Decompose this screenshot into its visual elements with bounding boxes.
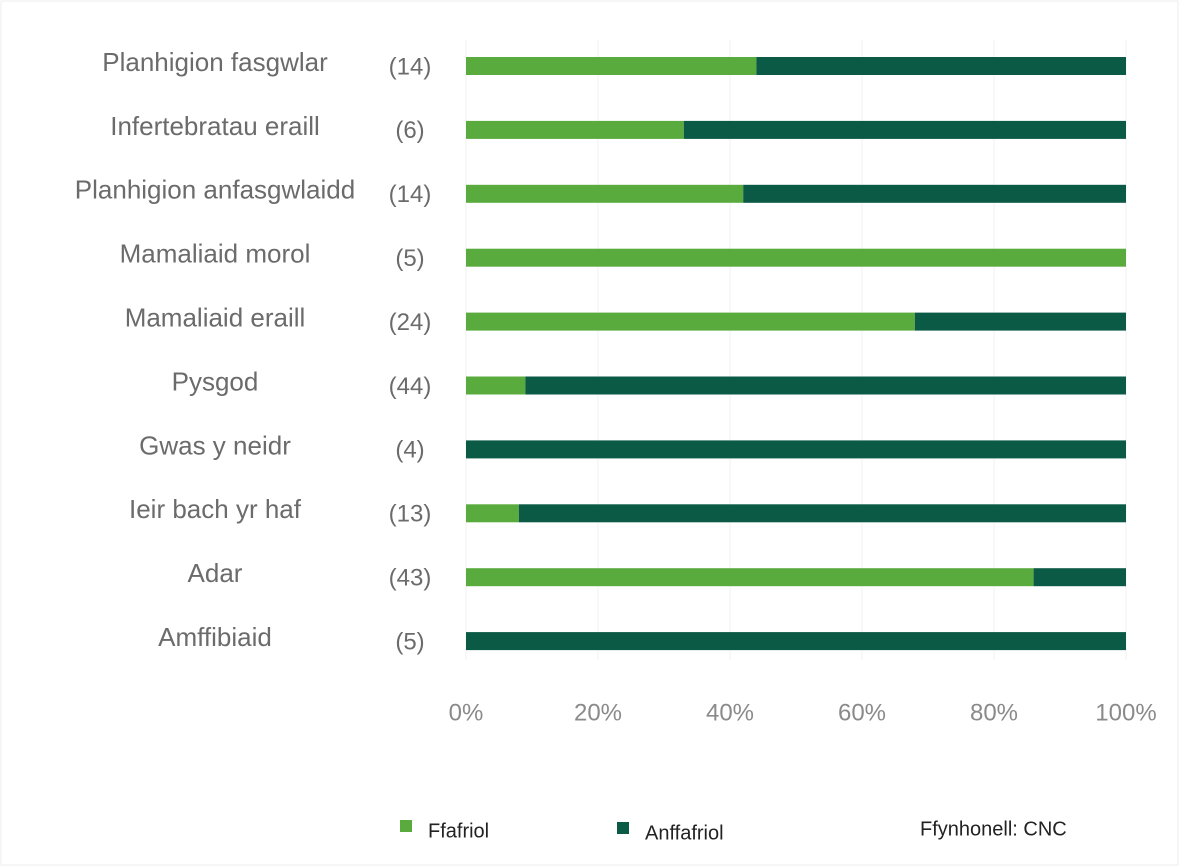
category-label: Adar: [188, 558, 243, 588]
category-label: Amffibiaid: [158, 622, 272, 652]
category-label: Ieir bach yr haf: [129, 494, 302, 524]
category-label: Mamaliaid morol: [120, 239, 311, 269]
category-label: Pysgod: [172, 366, 259, 396]
category-label: Planhigion fasgwlar: [102, 47, 328, 77]
bar-segment: [466, 440, 1126, 459]
x-tick-label: 80%: [970, 699, 1018, 726]
legend-label: Anffafriol: [645, 822, 724, 844]
bar-segment: [466, 376, 526, 395]
category-label: Gwas y neidr: [139, 430, 291, 460]
bar-segment: [466, 504, 519, 523]
bar-segment: [743, 184, 1126, 203]
category-label: Mamaliaid eraill: [125, 302, 306, 332]
bar-segment: [914, 312, 1126, 331]
x-tick-label: 100%: [1095, 699, 1156, 726]
x-tick-label: 0%: [449, 699, 484, 726]
count-label: (4): [395, 437, 424, 464]
bar-segment: [1033, 568, 1126, 587]
bar-segment: [466, 568, 1034, 587]
bar-segment: [518, 504, 1126, 523]
bar-segment: [466, 312, 915, 331]
category-label: Planhigion anfasgwlaidd: [75, 175, 355, 205]
count-label: (24): [389, 309, 432, 336]
count-label: (13): [389, 501, 432, 528]
bar-segment: [466, 120, 684, 139]
bar-segment: [466, 632, 1126, 651]
count-label: (44): [389, 373, 432, 400]
bar-segment: [525, 376, 1126, 395]
count-label: (14): [389, 53, 432, 80]
count-label: (43): [389, 565, 432, 592]
legend-label: Ffafriol: [428, 820, 489, 842]
x-tick-label: 40%: [706, 699, 754, 726]
bar-segment: [683, 120, 1126, 139]
bar-segment: [756, 57, 1126, 75]
source: Ffynhonell: CNC: [920, 818, 1067, 840]
count-label: (5): [395, 245, 424, 272]
category-label: Infertebratau eraill: [110, 111, 320, 141]
legend-swatch: [617, 822, 629, 834]
bar-segment: [466, 57, 757, 75]
x-tick-label: 20%: [574, 699, 622, 726]
count-label: (5): [395, 628, 424, 655]
count-label: (6): [395, 117, 424, 144]
bar-segment: [466, 248, 1126, 267]
count-label: (14): [389, 181, 432, 208]
x-tick-label: 60%: [838, 699, 886, 726]
bar-segment: [466, 184, 744, 203]
legend-swatch: [400, 820, 412, 832]
